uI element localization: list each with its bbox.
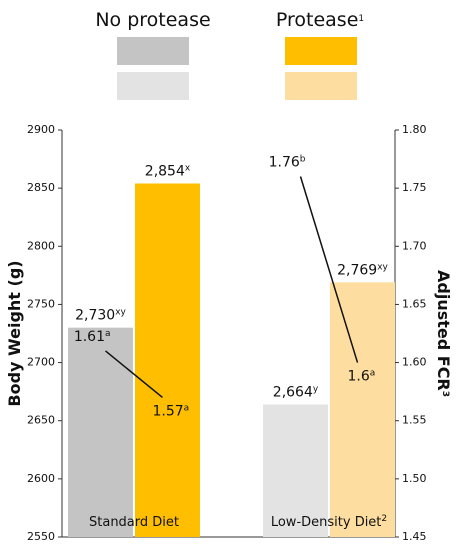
y2-tick-label: 1.45 (402, 530, 427, 543)
y2-tick-label: 1.70 (402, 239, 427, 252)
fcr-label-main: 1.57 (153, 403, 184, 419)
y2-axis-label-sup: 3 (440, 391, 450, 397)
y2-tick-label: 1.50 (402, 472, 427, 485)
value-label-main: 2,854 (145, 163, 185, 179)
fcr-label-sup: a (370, 369, 376, 379)
value-label-main: 2,664 (273, 384, 313, 400)
legend-label-sup: 1 (358, 14, 364, 24)
y-tick-label: 2550 (27, 530, 55, 543)
y-tick-label: 2600 (27, 472, 55, 485)
value-label: 2,769xy (337, 262, 388, 278)
category-label: Low-Density Diet2 (271, 514, 387, 530)
y2-tick-label: 1.75 (402, 181, 427, 194)
fcr-label: 1.57a (153, 403, 190, 419)
y2-axis-label: Adjusted FCR3 (434, 270, 453, 397)
y-tick-label: 2900 (27, 123, 55, 136)
legend-label-main: No protease (95, 9, 210, 31)
category-label-main: Standard Diet (89, 515, 179, 530)
fcr-label: 1.61a (74, 329, 111, 345)
y-tick-label: 2750 (27, 297, 55, 310)
value-label-sup: xy (377, 262, 388, 272)
bar (68, 327, 133, 537)
y2-tick-label: 1.65 (402, 297, 427, 310)
legend-swatch (285, 37, 357, 65)
y2-tick-label: 1.55 (402, 414, 427, 427)
legend-label: Protease1 (276, 9, 364, 31)
legend-swatch (117, 37, 189, 65)
y2-tick-label: 1.60 (402, 356, 427, 369)
y2-tick-label: 1.80 (402, 123, 427, 136)
fcr-label-main: 1.6 (348, 369, 370, 385)
value-label-main: 2,769 (337, 262, 377, 278)
fcr-line (299, 176, 359, 363)
value-label-sup: x (185, 163, 191, 173)
legend-swatch (285, 72, 357, 100)
fcr-label: 1.6a (348, 369, 376, 385)
y-tick-label: 2850 (27, 181, 55, 194)
y-tick-label: 2700 (27, 356, 55, 369)
value-label: 2,730xy (75, 308, 126, 324)
fcr-label-main: 1.76 (269, 155, 300, 171)
fcr-line (105, 350, 163, 399)
y-tick-label: 2650 (27, 414, 55, 427)
value-label-sup: xy (115, 308, 126, 318)
y-tick-label: 2800 (27, 239, 55, 252)
legend-label: No protease (95, 9, 210, 31)
bar (135, 183, 200, 537)
fcr-label-sup: b (300, 155, 306, 165)
fcr-label-main: 1.61 (74, 329, 105, 345)
value-label: 2,854x (145, 163, 191, 179)
bar (330, 282, 395, 537)
value-label-main: 2,730 (75, 308, 115, 324)
category-label-sup: 2 (381, 514, 387, 524)
legend-swatch (117, 72, 189, 100)
value-label: 2,664y (273, 384, 319, 400)
fcr-label: 1.76b (269, 155, 306, 171)
y2-axis-label-main: Adjusted FCR (434, 270, 453, 391)
value-label-sup: y (313, 384, 319, 394)
fcr-label-sup: a (105, 329, 111, 339)
bar (263, 404, 328, 537)
category-label: Standard Diet (89, 515, 179, 530)
category-label-main: Low-Density Diet (271, 515, 382, 530)
y-axis-label: Body Weight (g) (5, 260, 24, 406)
fcr-label-sup: a (184, 403, 190, 413)
legend-label-main: Protease (276, 9, 359, 31)
